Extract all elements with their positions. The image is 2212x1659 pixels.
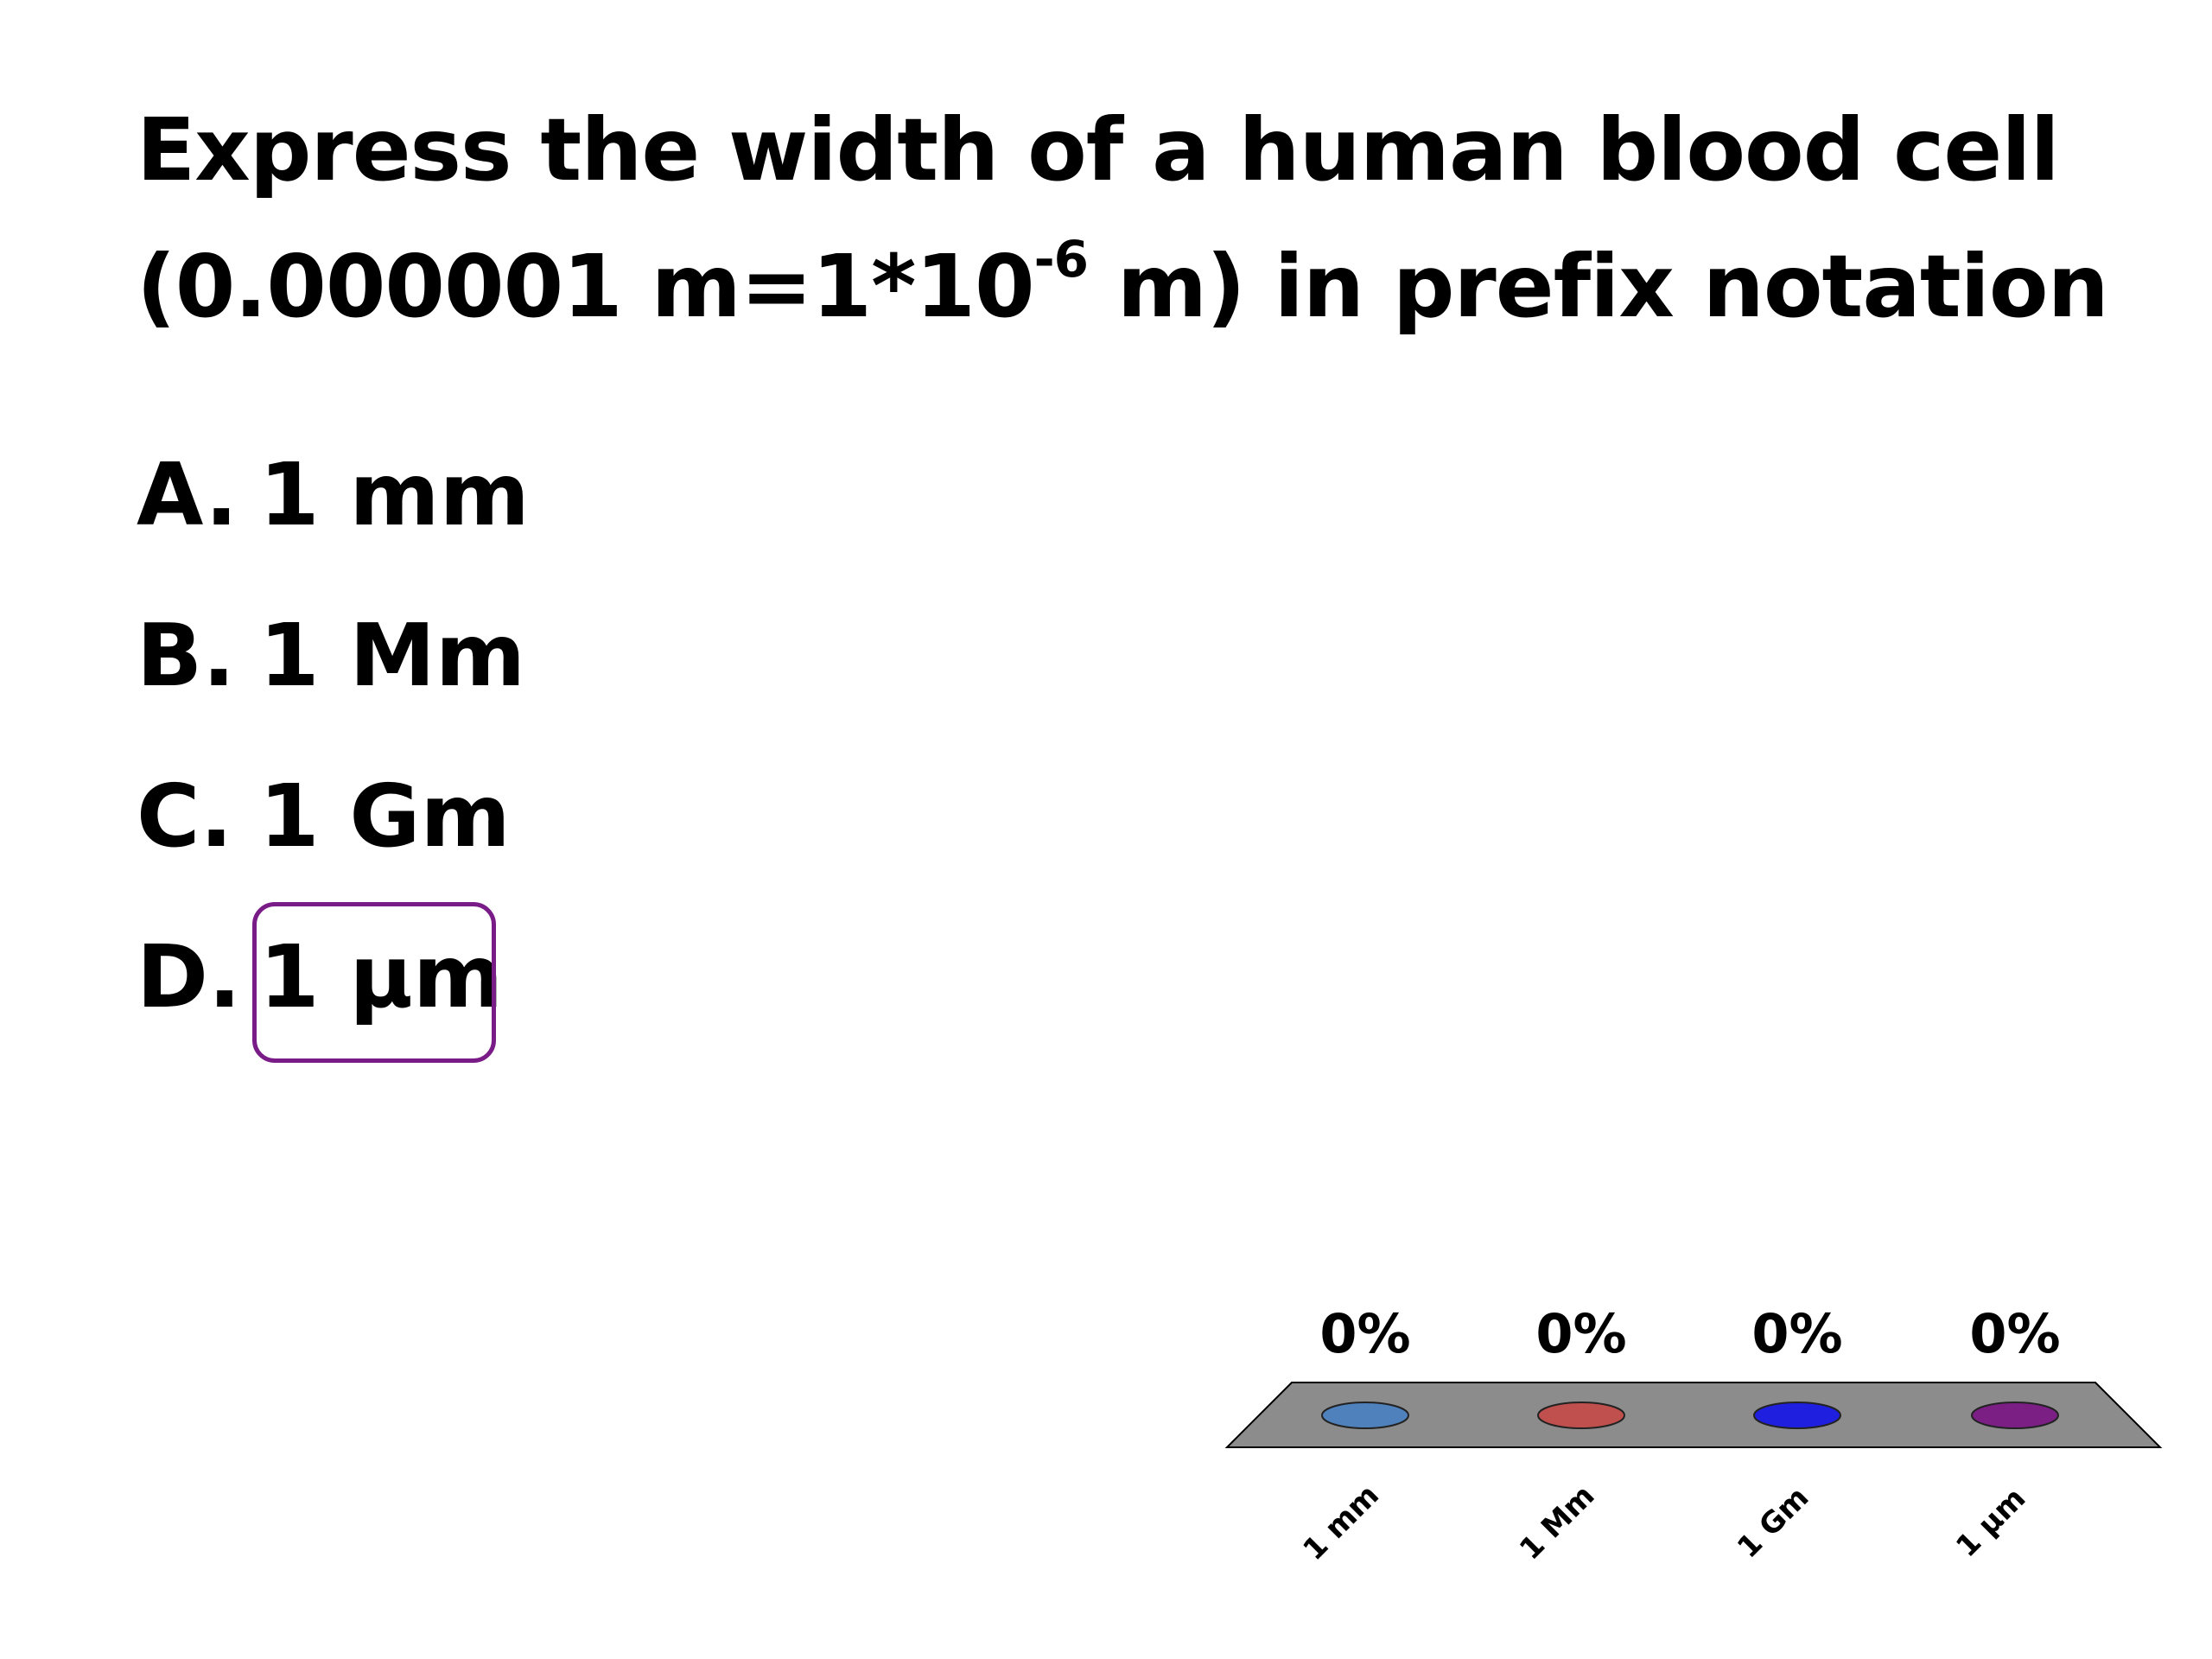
question-line-1: Express the width of a human blood cell <box>137 99 2060 200</box>
category-label-1: 1 mm <box>1296 1478 1385 1567</box>
question-line-2-prefix: (0.000001 m=1*10 <box>137 236 1035 337</box>
bar-1 <box>1321 1402 1409 1429</box>
question-text: Express the width of a human blood cell … <box>137 82 2124 355</box>
bar-4 <box>1971 1402 2059 1429</box>
choice-a-letter: A. <box>137 444 238 545</box>
choice-a-text: 1 mm <box>259 444 530 545</box>
choice-b[interactable]: B. 1 Mm <box>137 575 530 736</box>
choice-d-wrap: 1 µm <box>252 897 504 1063</box>
category-label-4: 1 µm <box>1949 1481 2032 1564</box>
bar-3 <box>1753 1402 1841 1429</box>
choice-c-text: 1 Gm <box>259 766 511 867</box>
choice-c-letter: C. <box>137 766 233 867</box>
value-label-2: 0% <box>1535 1302 1626 1365</box>
bar-2 <box>1537 1402 1625 1429</box>
category-label-3: 1 Gm <box>1731 1480 1815 1565</box>
question-line-2-suffix: m) in prefix notation <box>1088 236 2109 337</box>
choice-b-text: 1 Mm <box>259 605 526 706</box>
response-chart: 0% 1 mm 0% 1 Mm 0% 1 Gm 0% 1 µm <box>1224 1302 2163 1567</box>
value-label-4: 0% <box>1969 1302 2060 1365</box>
choice-b-letter: B. <box>137 605 236 706</box>
question-exponent: -6 <box>1033 229 1089 289</box>
chart-floor <box>1224 1382 2163 1448</box>
choice-d-text: 1 µm <box>259 926 504 1027</box>
question-line-2: (0.000001 m=1*10-6 m) in prefix notation <box>137 219 2124 355</box>
category-label-2: 1 Mm <box>1513 1478 1601 1567</box>
choice-d-letter: D. <box>137 926 241 1027</box>
choice-d[interactable]: D. 1 µm <box>137 897 530 1063</box>
value-label-3: 0% <box>1751 1302 1842 1365</box>
choice-c[interactable]: C. 1 Gm <box>137 736 530 897</box>
choice-a[interactable]: A. 1 mm <box>137 415 530 575</box>
answer-choices: A. 1 mm B. 1 Mm C. 1 Gm D. 1 µm <box>137 415 530 1063</box>
value-label-1: 0% <box>1319 1302 1410 1365</box>
